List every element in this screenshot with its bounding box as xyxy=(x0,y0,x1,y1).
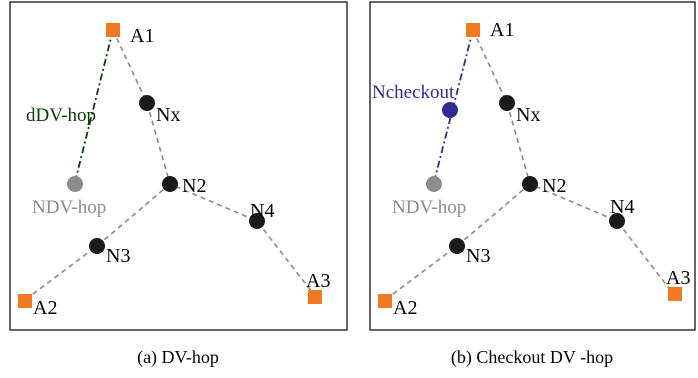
caption-b: (b) Checkout DV -hop xyxy=(451,347,613,368)
label-n4-b: N4 xyxy=(610,196,634,218)
node-nx-b xyxy=(499,95,515,111)
node-n2-b xyxy=(522,176,538,192)
caption-a: (a) DV-hop xyxy=(137,347,219,368)
panel-a: A1 A2 A3 Nx N2 N3 N4 NDV-hop dDV-hop (a)… xyxy=(9,1,348,368)
dvhop-distance-line xyxy=(74,29,114,183)
anchor-a1 xyxy=(106,23,120,37)
label-d-dvhop: dDV-hop xyxy=(26,105,96,126)
label-a1-b: A1 xyxy=(490,19,514,41)
node-checkout xyxy=(442,102,458,118)
label-n-dvhop-b: NDV-hop xyxy=(392,197,466,218)
node-n3 xyxy=(89,238,105,254)
label-a3: A3 xyxy=(306,270,330,292)
node-n4 xyxy=(249,213,265,229)
label-a2-b: A2 xyxy=(393,297,417,319)
label-nx: Nx xyxy=(156,104,180,126)
panel-b-frame xyxy=(369,1,696,331)
label-nx-b: Nx xyxy=(516,104,540,126)
edge-a1-a3-b xyxy=(472,29,676,297)
node-nx xyxy=(139,95,155,111)
label-n-checkout: Ncheckout xyxy=(372,82,455,103)
panel-a-frame xyxy=(9,1,348,331)
label-n2: N2 xyxy=(182,175,206,197)
anchor-a1-b xyxy=(466,23,480,37)
label-n4: N4 xyxy=(250,200,274,222)
edge-n2-a2-b xyxy=(384,183,531,301)
label-a3-b: A3 xyxy=(666,267,690,289)
node-n2 xyxy=(162,176,178,192)
edge-a1-a3 xyxy=(112,29,316,297)
panel-b: A1 A2 A3 Nx N2 N3 N4 NDV-hop Ncheckout (… xyxy=(369,1,696,368)
node-dvhop-estimate xyxy=(67,176,83,192)
label-a2: A2 xyxy=(33,297,57,319)
label-n3: N3 xyxy=(106,245,130,267)
anchor-a2-b xyxy=(378,294,392,308)
edge-n2-a2 xyxy=(24,183,171,301)
node-n4-b xyxy=(609,213,625,229)
label-n3-b: N3 xyxy=(466,245,490,267)
anchor-a3 xyxy=(308,290,322,304)
anchor-a3-b xyxy=(668,287,682,301)
label-n2-b: N2 xyxy=(542,175,566,197)
label-a1: A1 xyxy=(130,25,154,47)
node-dvhop-estimate-b xyxy=(426,176,442,192)
node-n3-b xyxy=(449,238,465,254)
label-n-dvhop: NDV-hop xyxy=(32,197,106,218)
anchor-a2 xyxy=(18,294,32,308)
